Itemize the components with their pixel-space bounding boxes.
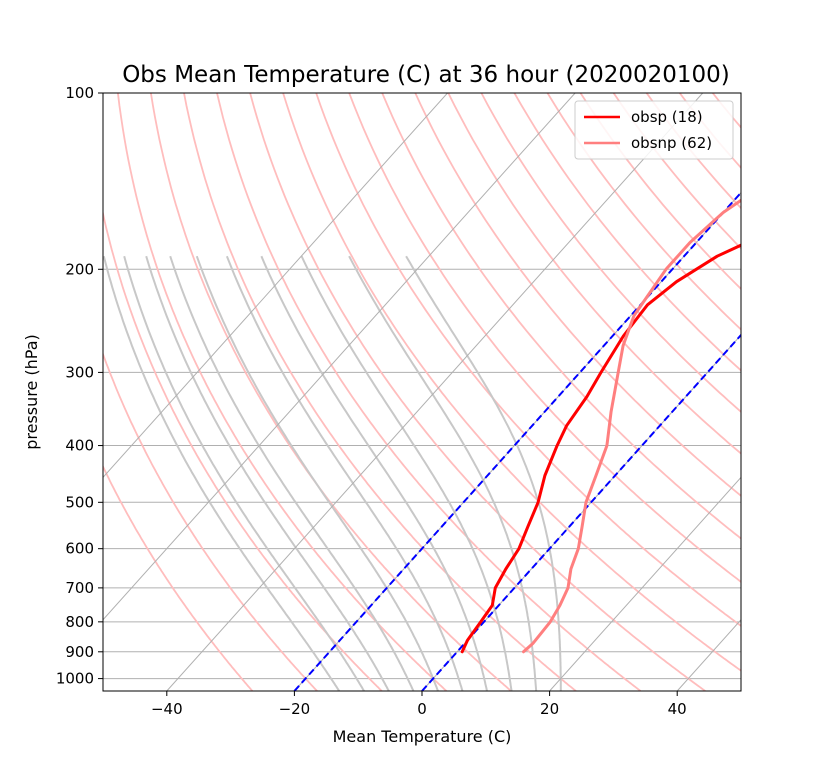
y-tick-label: 600 [65, 540, 94, 558]
y-tick-label: 800 [65, 613, 94, 631]
data-series [460, 198, 741, 654]
moist-adiabat [169, 255, 415, 691]
y-axis-ticks: 100 200 300 400 500 600 700 800 900 1000 [56, 84, 103, 688]
moist-adiabat [103, 255, 341, 691]
y-axis-label: pressure (hPa) [22, 334, 41, 450]
legend-label-obsnp: obsnp (62) [631, 134, 712, 152]
series-line-obsnp [522, 198, 741, 654]
x-axis-label: Mean Temperature (C) [333, 727, 512, 746]
y-tick-label: 300 [65, 363, 94, 381]
x-tick-label: 20 [540, 700, 559, 718]
dry-adiabat [103, 464, 254, 691]
moist-adiabat [405, 255, 562, 691]
legend: obsp (18) obsnp (62) [574, 100, 734, 160]
dry-adiabat [315, 93, 741, 628]
chart-title: Obs Mean Temperature (C) at 36 hour (202… [122, 62, 730, 88]
special-isotherm--20 [293, 191, 741, 691]
legend-label-obsp: obsp (18) [631, 108, 703, 126]
isotherm-gridline [103, 93, 448, 479]
moist-adiabat [260, 255, 488, 691]
isotherm-gridline [549, 476, 741, 691]
y-tick-label: 200 [65, 260, 94, 278]
dry-adiabat [447, 93, 741, 455]
y-tick-label: 700 [65, 579, 94, 597]
special-isotherm-0 [421, 333, 741, 691]
x-tick-label: 0 [417, 700, 427, 718]
dry-adiabat [103, 209, 383, 691]
moist-adiabat [145, 255, 390, 691]
dry-adiabat [381, 93, 741, 540]
dry-adiabat [414, 93, 741, 497]
dry-adiabat [513, 93, 741, 372]
moist-adiabat [225, 255, 464, 691]
y-tick-label: 500 [65, 493, 94, 511]
y-tick-label: 1000 [56, 670, 94, 688]
x-tick-label: 40 [668, 700, 687, 718]
dry-adiabat [480, 93, 741, 414]
legend-box [574, 100, 734, 160]
y-tick-label: 900 [65, 643, 94, 661]
moist-adiabat [123, 255, 365, 691]
x-tick-label: −20 [279, 700, 311, 718]
moist-adiabat [300, 255, 513, 691]
x-axis-ticks: −40 −20 0 20 40 [151, 691, 687, 718]
isotherm-gridline [166, 93, 704, 691]
isotherm-gridline [103, 93, 576, 621]
y-tick-label: 100 [65, 84, 94, 102]
x-tick-label: −40 [151, 700, 183, 718]
moist-adiabat [195, 255, 439, 691]
y-tick-label: 400 [65, 437, 94, 455]
dry-adiabat [103, 351, 318, 691]
series-line-obsp [460, 243, 741, 654]
dry-adiabat [282, 93, 741, 672]
